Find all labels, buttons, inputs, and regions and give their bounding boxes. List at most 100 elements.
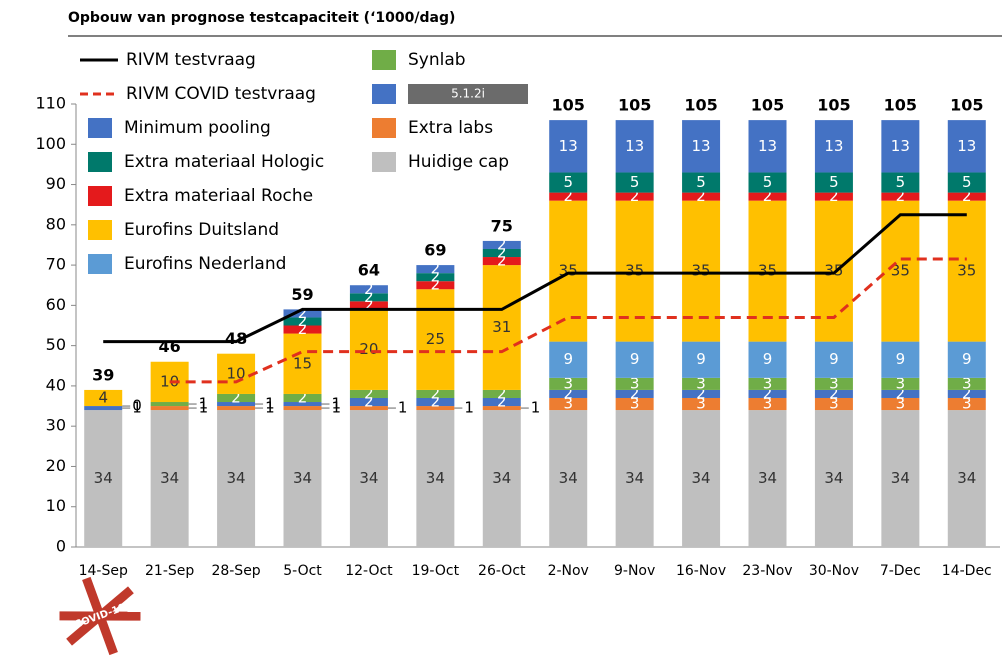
data-label: 1 [132, 399, 142, 417]
data-label: 2 [630, 384, 640, 402]
x-tick-label: 16-Nov [676, 563, 726, 579]
data-label: 5 [630, 173, 640, 191]
data-label: 2 [696, 187, 706, 205]
data-label: 1 [531, 399, 541, 417]
data-label: 34 [492, 469, 511, 487]
bar-segment [615, 389, 654, 398]
bar-segment [814, 192, 853, 201]
bar-segment [947, 120, 986, 173]
data-label: 2 [497, 235, 507, 253]
bar-segment [84, 389, 123, 407]
bar-segment [881, 341, 920, 378]
data-label: 2 [497, 252, 507, 270]
bar-segment [814, 172, 853, 193]
legend-label: Extra labs [408, 118, 493, 138]
legend-label: RIVM testvraag [126, 50, 256, 70]
bar-segment [416, 389, 455, 398]
bar-segment [84, 406, 123, 411]
bar-segment [283, 410, 322, 547]
data-label: 31 [492, 318, 511, 336]
data-label: 35 [957, 262, 976, 280]
x-tick-label: 28-Sep [211, 563, 260, 579]
data-label: 13 [824, 137, 843, 155]
x-tick-label: 14-Sep [79, 563, 128, 579]
bar-segment [283, 309, 322, 318]
bar-segment [217, 406, 256, 411]
bar-segment [814, 389, 853, 398]
bar-segment [150, 410, 189, 547]
bar-segment [615, 377, 654, 390]
data-label: 3 [896, 395, 906, 413]
y-tick-label: 30 [46, 416, 66, 435]
legend-label: Minimum pooling [124, 118, 271, 138]
data-label: 34 [293, 469, 312, 487]
y-tick-label: 50 [46, 335, 66, 354]
bar-segment [416, 289, 455, 390]
data-label: 20 [359, 340, 378, 358]
legend-label: Huidige cap [408, 152, 509, 172]
data-label: 13 [559, 137, 578, 155]
data-label: 5 [896, 173, 906, 191]
data-label: 3 [763, 395, 773, 413]
data-label: 1 [199, 395, 209, 413]
bar-segment [349, 309, 388, 390]
legend: RIVM testvraag RIVM COVID testvraag Minimu… [80, 50, 528, 274]
legend-swatch [88, 186, 112, 206]
legend-swatch [88, 254, 112, 274]
bar-segment [947, 397, 986, 411]
bar-segment [283, 393, 322, 403]
data-label: 2 [364, 384, 374, 402]
total-label: 75 [491, 216, 513, 235]
y-tick-label: 110 [35, 94, 66, 113]
data-label: 2 [563, 187, 573, 205]
data-label: 2 [962, 384, 972, 402]
data-label: 34 [891, 469, 910, 487]
data-label: 2 [630, 187, 640, 205]
legend-label: RIVM COVID testvraag [126, 84, 316, 104]
bar-segment [748, 377, 787, 390]
data-label: 34 [160, 469, 179, 487]
data-label: 13 [891, 137, 910, 155]
bar-segment [217, 353, 256, 394]
bar-segment [549, 200, 588, 342]
data-label: 1 [332, 399, 342, 417]
bar-segment [349, 293, 388, 302]
bar-segment [549, 410, 588, 547]
bar-segment [482, 410, 521, 547]
bar-segment [349, 301, 388, 310]
bar-segment [349, 397, 388, 407]
x-tick-label: 21-Sep [145, 563, 194, 579]
data-label: 34 [692, 469, 711, 487]
total-label: 46 [159, 337, 181, 356]
data-label: 3 [696, 374, 706, 392]
bar-segment [549, 192, 588, 201]
data-label: 2 [497, 384, 507, 402]
chart-title: Opbouw van prognose testcapaciteit (‘100… [68, 10, 455, 26]
data-label: 3 [696, 395, 706, 413]
bar-segment [947, 200, 986, 342]
legend-redaction [408, 84, 528, 104]
data-label: 34 [227, 469, 246, 487]
bar-segment [947, 172, 986, 193]
data-label: 3 [962, 395, 972, 413]
total-label: 105 [618, 96, 651, 115]
data-label: 3 [563, 395, 573, 413]
total-label: 69 [424, 241, 446, 260]
total-label: 64 [358, 261, 380, 280]
bar-segment [150, 402, 189, 407]
bar-segment [549, 172, 588, 193]
data-label: 3 [829, 395, 839, 413]
bar-segment [682, 341, 721, 378]
bar-segment [84, 410, 123, 547]
bar-segment [482, 257, 521, 266]
data-label: 3 [630, 395, 640, 413]
bar-segment [615, 410, 654, 547]
total-label: 105 [751, 96, 784, 115]
data-label: 34 [426, 469, 445, 487]
bar-segment [748, 192, 787, 201]
bar-segment [881, 410, 920, 547]
x-tick-label: 23-Nov [742, 563, 792, 579]
data-label: 1 [398, 399, 408, 417]
bar-segment [549, 377, 588, 390]
bar-segment [549, 389, 588, 398]
